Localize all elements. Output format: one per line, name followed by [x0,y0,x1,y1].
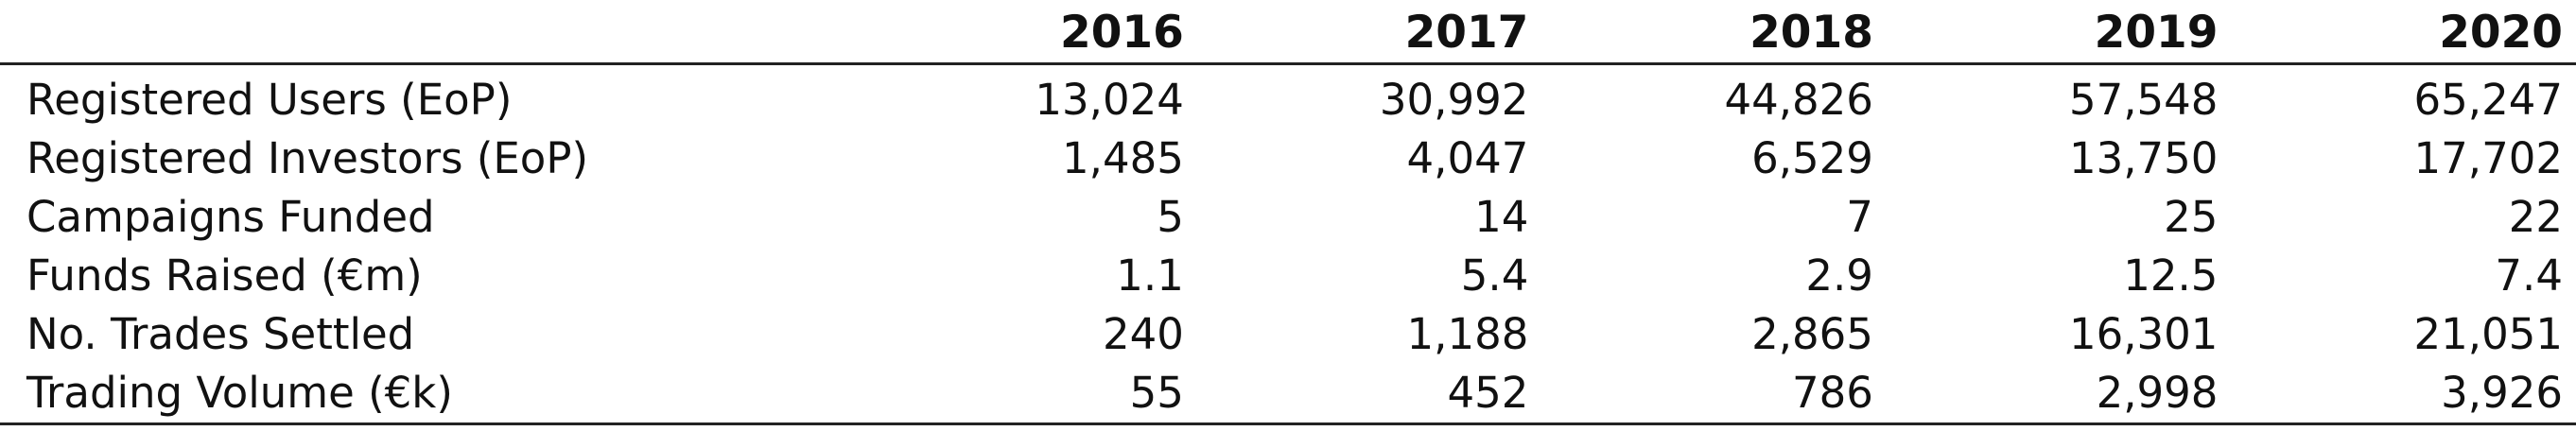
table-cell: 25 [2164,192,2219,242]
table-row: Campaigns Funded 5 14 7 25 22 [0,188,2576,247]
table-cell: 17,702 [2413,133,2563,183]
table-cell: 65,247 [2413,75,2563,125]
table-cell: 1.1 [1116,250,1184,301]
table-row: Trading Volume (€k) 55 452 786 2,998 3,9… [0,364,2576,425]
row-label: No. Trades Settled [26,309,415,359]
row-label: Registered Investors (EoP) [26,133,589,183]
column-header: 2019 [2094,7,2219,59]
table-cell: 7.4 [2495,250,2563,301]
table-cell: 22 [2508,192,2563,242]
table-row: Registered Investors (EoP) 1,485 4,047 6… [0,129,2576,188]
column-header: 2017 [1404,7,1529,59]
table-cell: 2.9 [1805,250,1873,301]
column-header: 2018 [1749,7,1873,59]
data-table: 2016 2017 2018 2019 2020 Registered User… [0,4,2576,425]
table-cell: 30,992 [1379,75,1529,125]
table-body: Registered Users (EoP) 13,024 30,992 44,… [0,64,2576,425]
row-label: Registered Users (EoP) [26,75,513,125]
table-cell: 13,750 [2068,133,2219,183]
table-cell: 2,998 [1886,364,2232,425]
table-cell: 3,926 [2231,364,2576,425]
table-cell: 44,826 [1724,75,1873,125]
table-row: Registered Users (EoP) 13,024 30,992 44,… [0,64,2576,130]
table-row: No. Trades Settled 240 1,188 2,865 16,30… [0,305,2576,364]
row-label: Trading Volume (€k) [0,364,853,425]
row-label: Campaigns Funded [26,192,435,242]
table-cell: 786 [1541,364,1887,425]
table-cell: 5.4 [1460,250,1529,301]
table-cell: 14 [1474,192,1529,242]
table-cell: 13,024 [1035,75,1184,125]
column-header: 2016 [1060,7,1184,59]
table-cell: 6,529 [1751,133,1873,183]
table-cell: 452 [1196,364,1542,425]
header-blank-cell [0,4,852,64]
table-cell: 12.5 [2123,250,2219,301]
table-cell: 240 [1102,309,1184,359]
header-row: 2016 2017 2018 2019 2020 [0,4,2576,64]
table-cell: 57,548 [2068,75,2219,125]
table-cell: 5 [1157,192,1184,242]
row-label: Funds Raised (€m) [26,250,423,301]
table-cell: 4,047 [1406,133,1529,183]
table-cell: 55 [852,364,1197,425]
table-row: Funds Raised (€m) 1.1 5.4 2.9 12.5 7.4 [0,247,2576,305]
table-cell: 2,865 [1751,309,1873,359]
table-cell: 7 [1846,192,1873,242]
table-cell: 16,301 [2068,309,2219,359]
column-header: 2020 [2439,7,2563,59]
table-cell: 1,485 [1062,133,1184,183]
table-cell: 1,188 [1406,309,1529,359]
table-header: 2016 2017 2018 2019 2020 [0,4,2576,64]
table-cell: 21,051 [2413,309,2563,359]
